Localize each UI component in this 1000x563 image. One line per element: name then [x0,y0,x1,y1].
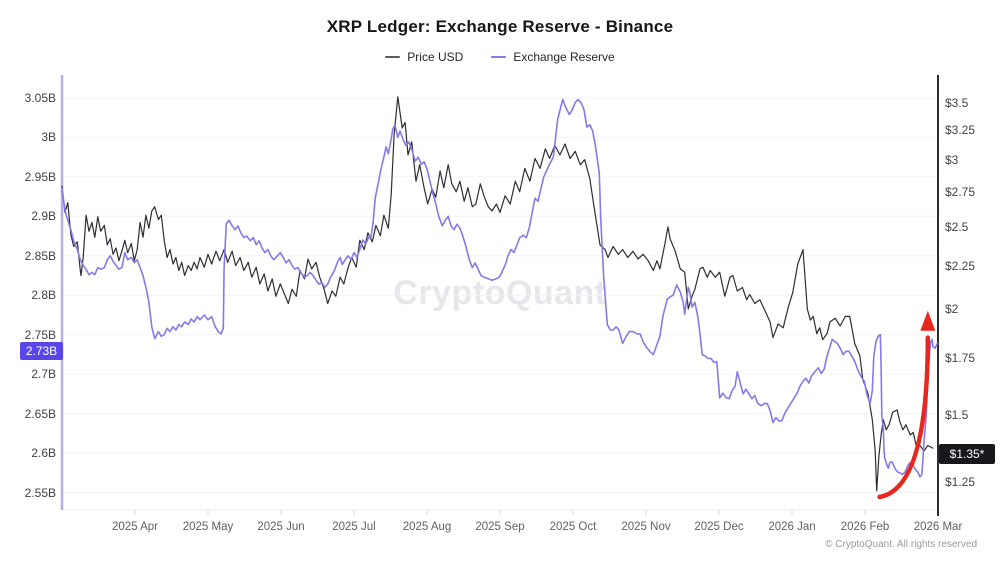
x-axis-label: 2025 Dec [694,521,744,533]
x-axis-label: 2025 May [182,521,234,533]
right-axis-tick: $1.25 [945,474,976,489]
legend-item-price: Price USD [385,50,463,64]
right-axis-tick: $2.75 [945,184,976,199]
legend: Price USD Exchange Reserve [0,50,1000,64]
x-axis-label: 2026 Jan [768,521,816,533]
cryptoquant-watermark: CryptoQuant [393,274,607,312]
chart-title: XRP Ledger: Exchange Reserve - Binance [326,17,674,36]
exchange-reserve-legend-dash-icon [491,56,507,58]
left-axis-tick: 2.9B [31,209,56,224]
legend-item-reserve: Exchange Reserve [491,50,615,64]
legend-label-price: Price USD [407,50,464,64]
left-axis-tick: 2.55B [24,485,56,500]
x-axis-label: 2026 Mar [913,521,963,533]
left-axis-tick: 3B [41,130,56,145]
right-axis-tick: $1.5 [945,407,969,422]
x-axis-label: 2025 Nov [621,521,671,533]
reserve-current-badge: 2.73B [20,341,63,360]
legend-label-reserve: Exchange Reserve [513,50,615,64]
x-axis-label: 2025 Apr [111,521,159,533]
trend-arrow-head-icon [920,310,936,331]
right-axis-tick: $1.75 [945,351,976,366]
left-axis-tick: 2.85B [24,248,56,263]
exchange-reserve-line [61,98,939,478]
copyright-notice: © CryptoQuant. All rights reserved [825,539,977,550]
price-usd-legend-dash-icon [385,56,401,58]
left-axis-tick: 3.05B [24,90,56,105]
right-axis-tick: $2 [945,301,959,316]
x-axis-label: 2025 Jun [257,521,305,533]
left-axis-tick: 2.75B [24,327,56,342]
x-axis-label: 2025 Oct [549,521,597,533]
x-axis-label: 2025 Aug [402,521,452,533]
left-axis-tick: 2.65B [24,406,56,421]
right-axis-tick: $3 [945,152,959,167]
right-axis-tick: $2.5 [945,219,969,234]
price-current-badge: $1.35* [939,443,995,464]
x-axis-label: 2025 Jul [332,521,376,533]
right-axis-tick: $2.25 [945,258,976,273]
left-axis-tick: 2.8B [31,288,56,303]
left-axis-tick: 2.7B [31,367,56,382]
right-axis-tick: $3.25 [945,123,976,138]
trend-arrow [877,335,931,500]
right-axis-tick: $3.5 [945,96,969,111]
left-axis-tick: 2.6B [31,446,56,461]
left-axis-tick: 2.95B [24,169,56,184]
x-axis-label: 2026 Feb [840,521,890,533]
price-usd-line [61,96,934,492]
x-axis-label: 2025 Sep [475,521,525,533]
